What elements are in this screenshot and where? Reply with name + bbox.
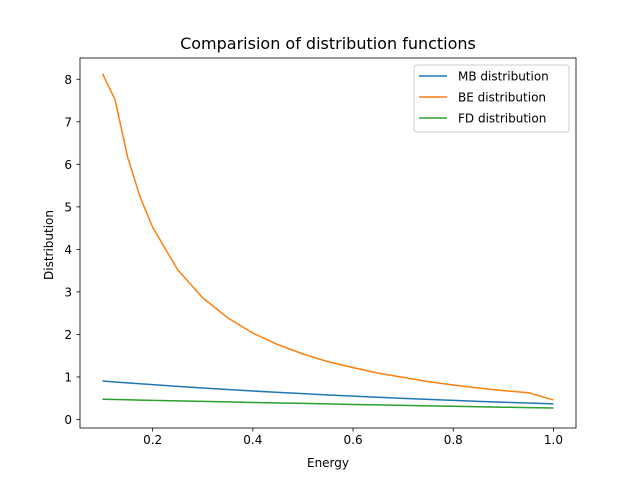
- x-axis-label: Energy: [307, 456, 349, 470]
- y-tick-label: 5: [64, 200, 72, 214]
- y-tick-label: 6: [64, 158, 72, 172]
- y-tick-label: 2: [64, 328, 72, 342]
- series-line-1: [102, 380, 554, 405]
- plot-area: 0.2 0.4 0.6 0.8 1.0 0 1 2 3 4 5 6 7 8: [64, 57, 577, 447]
- axes-frame: [79, 57, 577, 429]
- series-line-2: [101, 73, 554, 401]
- y-tick-label: 4: [64, 243, 72, 257]
- y-tick-label: 0: [64, 413, 72, 427]
- x-tick-label: 0.4: [243, 433, 262, 447]
- y-tick-label: 1: [64, 370, 72, 384]
- x-tick-label: 0.2: [143, 433, 162, 447]
- x-tick-label: 1.0: [544, 433, 563, 447]
- y-axis-label: Distribution: [42, 210, 56, 280]
- legend-box: [413, 64, 570, 133]
- chart-title: Comparision of distribution functions: [180, 34, 476, 53]
- legend: MB distribution BE distribution FD distrib…: [413, 64, 570, 133]
- x-tick-label: 0.6: [344, 433, 363, 447]
- y-tick-label: 7: [64, 115, 72, 129]
- legend-label: FD distribution: [458, 112, 546, 126]
- y-tick-label: 8: [64, 73, 72, 87]
- series-line-3: [102, 398, 554, 409]
- legend-label: MB distribution: [458, 70, 549, 84]
- y-tick-label: 3: [64, 285, 72, 299]
- x-tick-label: 0.8: [444, 433, 463, 447]
- legend-label: BE distribution: [458, 91, 546, 105]
